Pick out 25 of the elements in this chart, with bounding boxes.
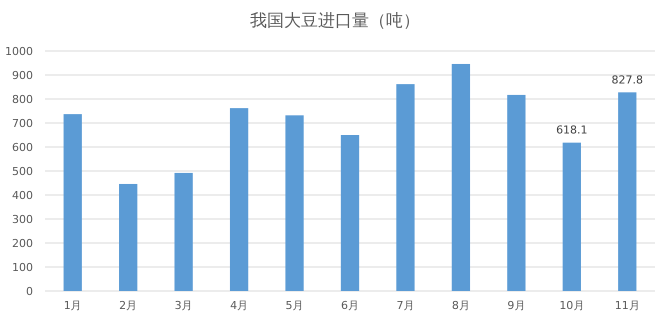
- title: 我国大豆进口量（吨）: [250, 11, 420, 31]
- x-tick-label: 4月: [230, 299, 248, 312]
- x-tick-label: 2月: [119, 299, 138, 312]
- x-tick-label: 5月: [286, 299, 304, 312]
- x-tick-label: 9月: [507, 299, 526, 312]
- data-label: 827.8: [612, 73, 644, 86]
- y-tick-label: 700: [12, 117, 33, 130]
- x-tick-label: 10月: [559, 299, 584, 312]
- x-tick-label: 3月: [174, 299, 193, 312]
- x-tick-label: 6月: [341, 299, 359, 312]
- y-tick-label: 500: [12, 165, 33, 178]
- data-label: 618.1: [556, 124, 588, 137]
- x-tick-label: 1月: [64, 299, 82, 312]
- x-tick-label: 11月: [614, 299, 640, 312]
- y-tick-label: 400: [12, 189, 33, 202]
- y-tick-label: 300: [12, 213, 33, 226]
- y-tick-label: 900: [12, 69, 33, 82]
- y-tick-label: 0: [26, 285, 33, 298]
- y-tick-label: 800: [12, 93, 33, 106]
- x-tick-label: 8月: [452, 299, 470, 312]
- y-tick-label: 1000: [5, 45, 33, 58]
- y-tick-label: 200: [12, 237, 33, 250]
- y-tick-label: 600: [12, 141, 33, 154]
- x-tick-label: 7月: [396, 299, 414, 312]
- y-tick-label: 100: [12, 261, 33, 274]
